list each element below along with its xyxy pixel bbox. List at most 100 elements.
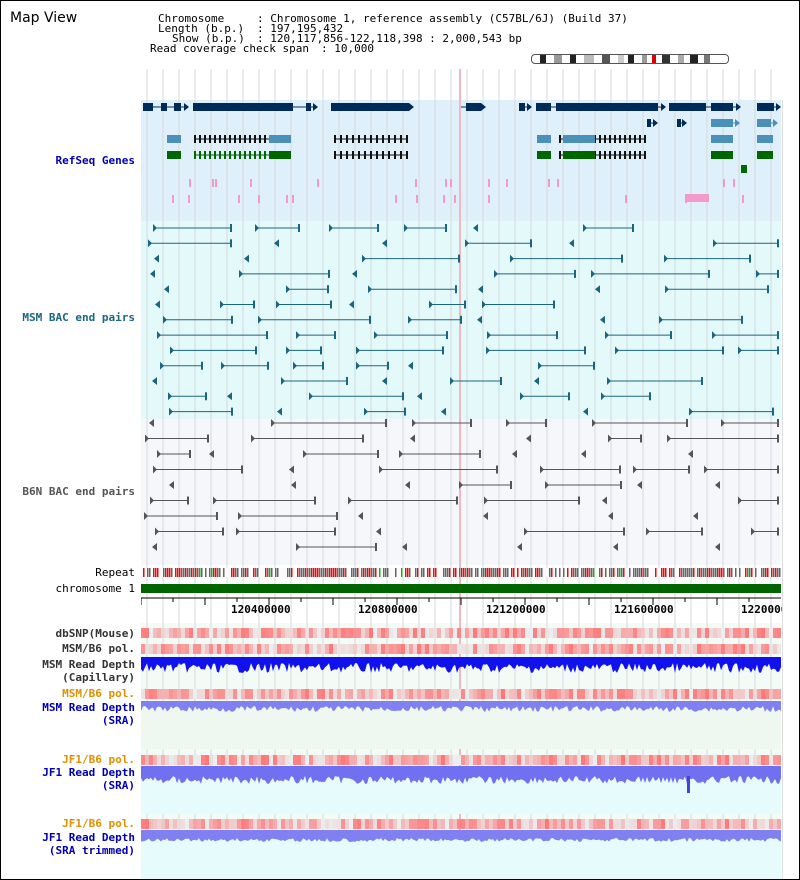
read-depth-area bbox=[141, 657, 781, 673]
polymorphism-cell bbox=[721, 755, 725, 765]
polymorphism-cell bbox=[641, 689, 645, 699]
polymorphism-cell bbox=[313, 819, 317, 829]
bac-end-left bbox=[153, 465, 157, 474]
repeat-element bbox=[175, 568, 177, 577]
polymorphism-cell bbox=[149, 755, 153, 765]
polymorphism-cell bbox=[209, 644, 213, 654]
repeat-element bbox=[647, 568, 649, 577]
polymorphism-cell bbox=[489, 689, 493, 699]
repeat-element bbox=[243, 568, 245, 577]
polymorphism-cell bbox=[345, 819, 349, 829]
polymorphism-cell bbox=[373, 755, 377, 765]
bac-end-single bbox=[441, 407, 446, 416]
polymorphism-cell bbox=[333, 819, 337, 829]
polymorphism-cell bbox=[653, 689, 657, 699]
repeat-element bbox=[383, 568, 385, 577]
polymorphism-cell bbox=[149, 628, 153, 638]
polymorphism-cell bbox=[177, 755, 181, 765]
gene-exon bbox=[161, 103, 167, 111]
polymorphism-cell bbox=[325, 628, 329, 638]
repeat-element bbox=[317, 568, 319, 577]
repeat-element bbox=[215, 568, 217, 577]
gene-exon bbox=[644, 135, 646, 143]
polymorphism-cell bbox=[705, 755, 709, 765]
polymorphism-cell bbox=[401, 755, 405, 765]
gene-pseudo bbox=[292, 195, 294, 203]
bac-end-right bbox=[584, 346, 586, 355]
gene-exon bbox=[364, 151, 366, 159]
repeat-element bbox=[153, 568, 155, 577]
repeat-element bbox=[267, 568, 269, 577]
repeat-element bbox=[165, 568, 167, 577]
polymorphism-cell bbox=[749, 689, 753, 699]
polymorphism-cell bbox=[765, 644, 769, 654]
gene-exon bbox=[757, 135, 773, 143]
polymorphism-cell bbox=[497, 819, 501, 829]
polymorphism-cell bbox=[577, 644, 581, 654]
chromosome-ideogram[interactable] bbox=[531, 54, 729, 64]
bac-end-right bbox=[334, 527, 336, 536]
bac-end-single bbox=[382, 239, 387, 248]
polymorphism-cell bbox=[401, 819, 405, 829]
polymorphism-cell bbox=[213, 644, 217, 654]
repeat-element bbox=[433, 568, 435, 577]
polymorphism-cell bbox=[553, 644, 557, 654]
polymorphism-cell bbox=[565, 628, 569, 638]
polymorphism-cell bbox=[249, 819, 253, 829]
polymorphism-cell bbox=[497, 628, 501, 638]
gene-exon bbox=[331, 103, 409, 111]
bac-end-right bbox=[777, 331, 779, 340]
bac-end-single bbox=[715, 543, 720, 551]
polymorphism-cell bbox=[245, 689, 249, 699]
bac-end-right bbox=[741, 315, 743, 324]
repeat-element bbox=[143, 568, 145, 577]
polymorphism-cell bbox=[529, 819, 533, 829]
bac-end-right bbox=[402, 392, 404, 401]
polymorphism-cell bbox=[549, 689, 553, 699]
repeat-element bbox=[331, 568, 333, 577]
repeat-element bbox=[459, 568, 461, 577]
polymorphism-cell bbox=[249, 689, 253, 699]
repeat-element bbox=[521, 568, 523, 577]
gene-arrow bbox=[682, 119, 687, 127]
repeat-element bbox=[401, 568, 403, 577]
repeat-element bbox=[299, 568, 301, 577]
repeat-label: Repeat bbox=[95, 566, 135, 579]
repeat-element bbox=[167, 568, 169, 577]
polymorphism-cell bbox=[453, 819, 457, 829]
repeat-element bbox=[461, 568, 463, 577]
polymorphism-cell bbox=[269, 819, 273, 829]
polymorphism-cell bbox=[141, 689, 145, 699]
polymorphism-cell bbox=[197, 628, 201, 638]
polymorphism-cell bbox=[605, 755, 609, 765]
polymorphism-cell bbox=[509, 755, 513, 765]
gene-exon bbox=[224, 135, 226, 143]
polymorphism-cell bbox=[409, 689, 413, 699]
polymorphism-cell bbox=[585, 689, 589, 699]
polymorphism-cell bbox=[529, 628, 533, 638]
bac-end-right bbox=[377, 450, 379, 458]
polymorphism-cell bbox=[177, 819, 181, 829]
polymorphism-cell bbox=[213, 689, 217, 699]
bac-end-left bbox=[756, 269, 760, 278]
repeat-element bbox=[747, 568, 749, 577]
polymorphism-cell bbox=[637, 819, 641, 829]
repeat-element bbox=[379, 568, 381, 577]
polymorphism-cell bbox=[345, 644, 349, 654]
polymorphism-cell bbox=[321, 689, 325, 699]
feature-canvas[interactable] bbox=[141, 1, 781, 880]
repeat-element bbox=[717, 568, 719, 577]
bac-end-left bbox=[486, 346, 490, 355]
polymorphism-cell bbox=[653, 628, 657, 638]
bac-end-left bbox=[303, 450, 307, 458]
polymorphism-cell bbox=[605, 819, 609, 829]
bac-end-left bbox=[157, 450, 161, 458]
polymorphism-cell bbox=[381, 755, 385, 765]
repeat-element bbox=[731, 568, 733, 577]
polymorphism-cell bbox=[505, 628, 509, 638]
polymorphism-cell bbox=[489, 819, 493, 829]
polymorphism-cell bbox=[473, 819, 477, 829]
repeat-element bbox=[341, 568, 343, 577]
repeat-element bbox=[777, 568, 779, 577]
polymorphism-cell bbox=[777, 819, 781, 829]
